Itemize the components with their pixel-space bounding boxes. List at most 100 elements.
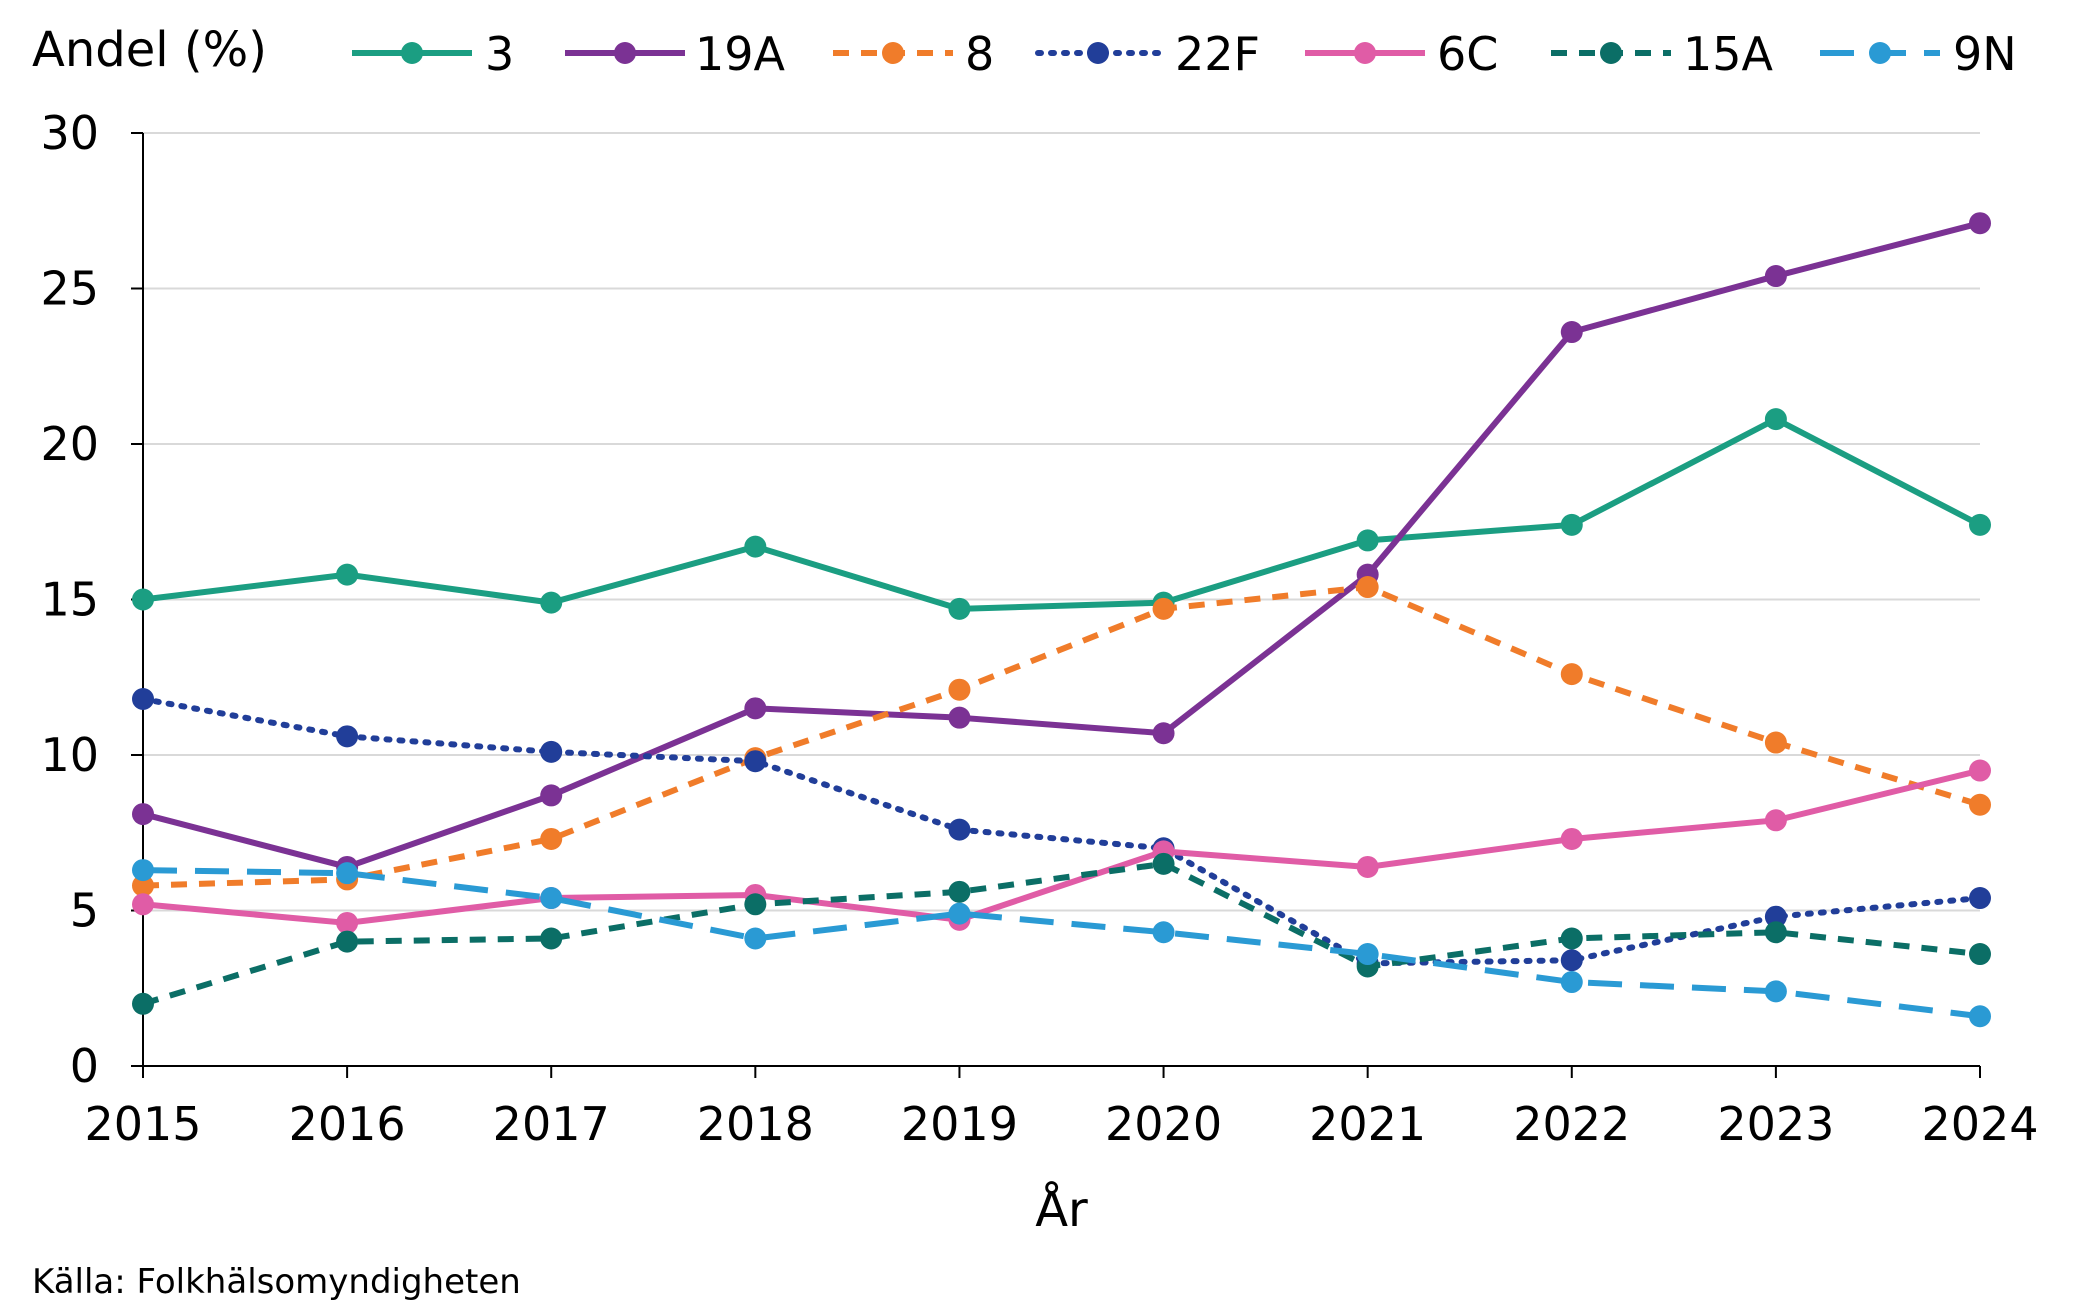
data-point-22F-2019 bbox=[948, 818, 971, 841]
data-point-9N-2017 bbox=[540, 887, 563, 910]
data-point-15A-2024 bbox=[1969, 943, 1991, 966]
data-point-8-2024 bbox=[1969, 793, 1991, 816]
y-tick-label-0: 0 bbox=[70, 1039, 99, 1093]
data-point-15A-2022 bbox=[1560, 927, 1583, 950]
x-tick-label-2023: 2023 bbox=[1717, 1097, 1834, 1151]
data-point-3-2022 bbox=[1560, 513, 1583, 536]
x-tick-label-2018: 2018 bbox=[697, 1097, 814, 1151]
data-point-19A-2024 bbox=[1969, 212, 1991, 235]
legend-marker-15A bbox=[1600, 42, 1622, 64]
legend-label-9N: 9N bbox=[1953, 27, 2017, 81]
data-point-19A-2020 bbox=[1152, 722, 1175, 745]
data-point-3-2017 bbox=[540, 591, 563, 614]
y-tick-label-20: 20 bbox=[40, 417, 99, 471]
data-point-19A-2023 bbox=[1764, 265, 1787, 288]
x-tick-label-2017: 2017 bbox=[493, 1097, 610, 1151]
data-point-9N-2020 bbox=[1152, 921, 1175, 944]
series-line-6C bbox=[142, 767, 1981, 926]
series-line-22F bbox=[140, 696, 1983, 967]
legend-label-6C: 6C bbox=[1437, 27, 1498, 81]
legend-marker-6C bbox=[1354, 42, 1376, 64]
x-axis-title: År bbox=[1035, 1181, 1088, 1238]
source-note: Källa: Folkhälsomyndigheten bbox=[32, 1262, 521, 1302]
data-point-15A-2019 bbox=[948, 880, 971, 903]
x-tick-label-2016: 2016 bbox=[289, 1097, 406, 1151]
data-point-9N-2021 bbox=[1356, 943, 1379, 966]
data-point-19A-2015 bbox=[132, 803, 154, 826]
data-point-3-2021 bbox=[1356, 529, 1379, 552]
data-point-15A-2017 bbox=[540, 927, 563, 950]
data-point-8-2022 bbox=[1560, 663, 1583, 686]
data-point-9N-2024 bbox=[1969, 1005, 1991, 1028]
data-point-9N-2018 bbox=[744, 927, 767, 950]
data-point-15A-2015 bbox=[132, 992, 154, 1015]
data-point-3-2024 bbox=[1969, 513, 1991, 536]
data-point-8-2015 bbox=[132, 874, 154, 897]
data-point-15A-2020 bbox=[1152, 852, 1175, 875]
data-point-22F-2023 bbox=[1764, 905, 1787, 928]
data-point-22F-2015 bbox=[132, 688, 154, 711]
data-point-8-2021 bbox=[1356, 576, 1379, 599]
data-point-22F-2022 bbox=[1560, 949, 1583, 972]
y-tick-label-30: 30 bbox=[40, 106, 99, 160]
legend-marker-8 bbox=[882, 42, 904, 64]
x-tick-label-2020: 2020 bbox=[1105, 1097, 1222, 1151]
legend-marker-9N bbox=[1869, 42, 1891, 64]
series-line-8 bbox=[142, 584, 1981, 889]
data-point-6C-2022 bbox=[1560, 827, 1583, 850]
data-point-3-2015 bbox=[132, 588, 154, 611]
legend-label-15A: 15A bbox=[1683, 27, 1774, 81]
data-point-15A-2018 bbox=[744, 893, 767, 916]
series-line-3 bbox=[142, 416, 1982, 612]
data-point-19A-2019 bbox=[948, 706, 971, 729]
legend-label-19A: 19A bbox=[695, 27, 786, 81]
legend-marker-19A bbox=[614, 42, 636, 64]
x-tick-label-2022: 2022 bbox=[1513, 1097, 1630, 1151]
y-axis-title: Andel (%) bbox=[32, 22, 267, 78]
legend-label-3: 3 bbox=[485, 27, 514, 81]
data-point-19A-2018 bbox=[744, 697, 767, 720]
data-point-15A-2023 bbox=[1764, 921, 1787, 944]
data-point-22F-2024 bbox=[1969, 887, 1991, 910]
data-point-8-2017 bbox=[540, 827, 563, 850]
data-point-6C-2016 bbox=[336, 911, 359, 934]
data-point-6C-2015 bbox=[132, 893, 154, 916]
data-point-19A-2022 bbox=[1560, 321, 1583, 344]
data-point-6C-2023 bbox=[1764, 809, 1787, 832]
x-tick-label-2024: 2024 bbox=[1921, 1097, 2038, 1151]
legend-label-22F: 22F bbox=[1175, 27, 1260, 81]
legend-label-8: 8 bbox=[965, 27, 994, 81]
data-point-19A-2017 bbox=[540, 784, 563, 807]
x-tick-label-2019: 2019 bbox=[901, 1097, 1018, 1151]
data-point-8-2023 bbox=[1764, 731, 1787, 754]
data-point-3-2023 bbox=[1764, 408, 1787, 431]
data-point-9N-2023 bbox=[1764, 980, 1787, 1003]
y-tick-label-15: 15 bbox=[40, 573, 99, 627]
data-point-9N-2015 bbox=[132, 859, 154, 882]
y-tick-label-10: 10 bbox=[40, 728, 99, 782]
data-point-8-2020 bbox=[1152, 597, 1175, 620]
x-tick-label-2015: 2015 bbox=[84, 1097, 201, 1151]
data-point-6C-2024 bbox=[1969, 759, 1991, 782]
data-point-9N-2022 bbox=[1560, 971, 1583, 994]
series-line-9N bbox=[142, 867, 1981, 1020]
x-tick-label-2021: 2021 bbox=[1309, 1097, 1426, 1151]
data-point-3-2018 bbox=[744, 535, 767, 558]
data-point-22F-2017 bbox=[540, 740, 563, 763]
y-tick-label-25: 25 bbox=[40, 262, 99, 316]
data-point-8-2019 bbox=[948, 678, 971, 701]
y-tick-label-5: 5 bbox=[70, 884, 99, 938]
data-point-6C-2021 bbox=[1356, 855, 1379, 878]
data-point-9N-2016 bbox=[336, 862, 359, 885]
data-point-22F-2018 bbox=[744, 750, 767, 773]
legend-marker-22F bbox=[1087, 42, 1109, 64]
series-line-19A bbox=[142, 220, 1981, 870]
data-point-22F-2016 bbox=[336, 725, 359, 748]
legend-marker-3 bbox=[401, 42, 423, 64]
data-point-3-2016 bbox=[336, 563, 359, 586]
data-point-3-2019 bbox=[948, 597, 971, 620]
data-point-9N-2019 bbox=[948, 902, 971, 925]
data-point-15A-2016 bbox=[336, 930, 359, 953]
series-line-15A bbox=[142, 860, 1981, 1007]
